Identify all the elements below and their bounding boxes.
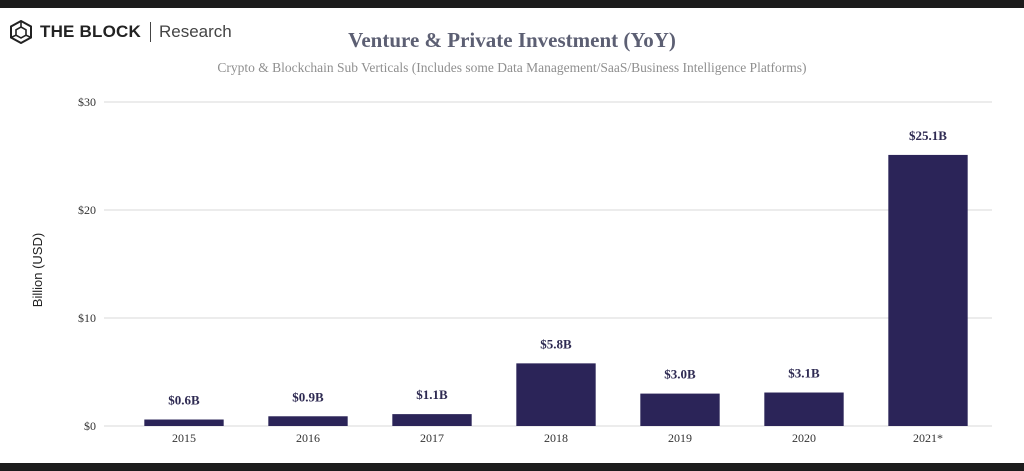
data-label: $25.1B xyxy=(909,128,947,143)
chart-title: Venture & Private Investment (YoY) xyxy=(348,28,676,52)
y-tick-label: $0 xyxy=(84,419,96,433)
bar xyxy=(764,392,844,426)
bar xyxy=(268,416,348,426)
x-tick-label: 2018 xyxy=(544,431,568,445)
data-label: $5.8B xyxy=(540,336,572,351)
x-tick-label: 2017 xyxy=(420,431,444,445)
x-tick-label: 2019 xyxy=(668,431,692,445)
x-tick-label: 2016 xyxy=(296,431,320,445)
brand-section: Research xyxy=(158,22,232,41)
y-tick-label: $30 xyxy=(78,95,96,109)
bar xyxy=(640,393,720,426)
y-axis-title: Billion (USD) xyxy=(30,233,45,307)
chart-frame: THE BLOCK Research Venture & Private Inv… xyxy=(0,8,1024,463)
brand-logo: THE BLOCK Research xyxy=(10,18,232,46)
bar xyxy=(516,363,596,426)
x-tick-label: 2015 xyxy=(172,431,196,445)
data-label: $0.9B xyxy=(292,389,324,404)
y-tick-label: $20 xyxy=(78,203,96,217)
bar xyxy=(392,414,472,426)
bar-chart: $0 $10 $20 $30 Billion (USD) $0.6B 2015 $0.9B 20… xyxy=(30,95,992,445)
brand-name: THE BLOCK xyxy=(40,22,141,41)
data-label: $0.6B xyxy=(168,393,200,408)
y-tick-label: $10 xyxy=(78,311,96,325)
x-tick-label: 2020 xyxy=(792,431,816,445)
data-label: $3.1B xyxy=(788,366,820,381)
bar xyxy=(888,154,968,427)
chart-subtitle: Crypto & Blockchain Sub Verticals (Inclu… xyxy=(217,60,807,75)
bar xyxy=(144,419,224,426)
data-label: $3.0B xyxy=(664,367,696,382)
x-tick-label: 2021* xyxy=(913,431,943,445)
cube-hexagon-icon xyxy=(10,20,32,44)
data-label: $1.1B xyxy=(416,387,448,402)
brand-separator xyxy=(149,22,151,42)
